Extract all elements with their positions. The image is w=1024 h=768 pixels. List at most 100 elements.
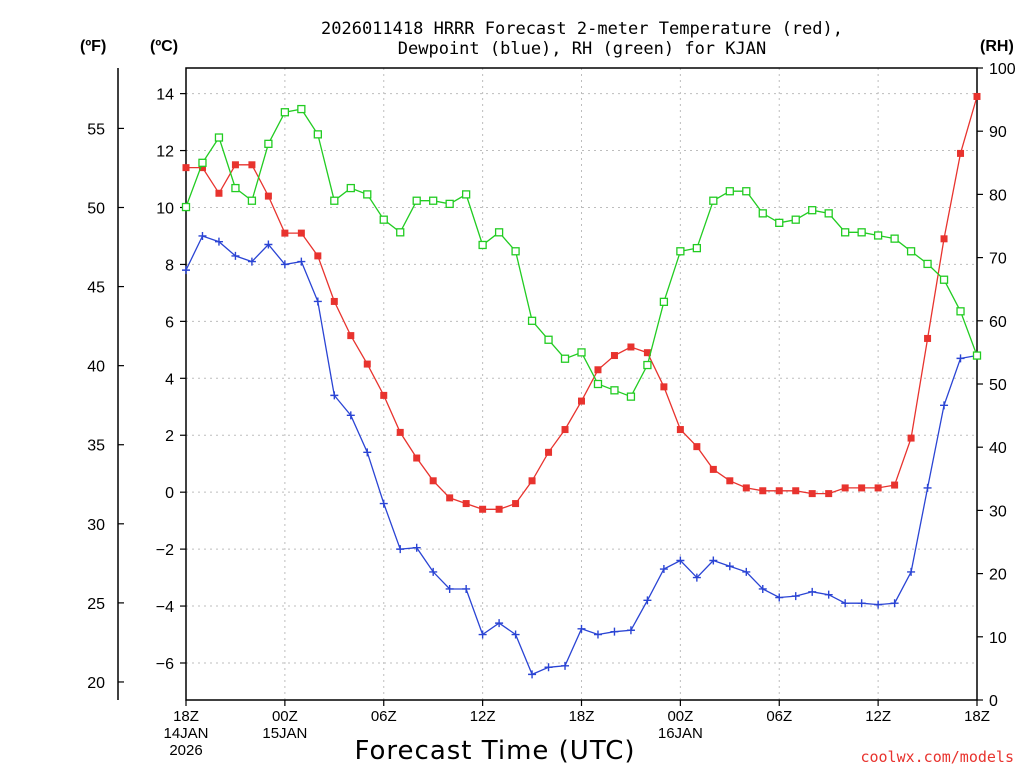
fahrenheit-tick-label: 50 [87, 200, 105, 217]
chart-title-line-2: Dewpoint (blue), RH (green) for KJAN [398, 39, 766, 59]
fahrenheit-tick-label: 25 [87, 596, 105, 613]
data-point [725, 562, 734, 571]
data-point [874, 484, 882, 492]
celsius-tick-label: 10 [156, 200, 174, 217]
data-point [825, 490, 833, 498]
celsius-tick-label: 4 [165, 371, 174, 388]
series-relative-humidity [181, 104, 982, 401]
data-point [841, 599, 850, 608]
celsius-tick-label: 8 [165, 257, 174, 274]
data-point [446, 494, 454, 502]
data-point [396, 228, 405, 237]
fahrenheit-axis: 20 25 30 35 40 45 50 55 [87, 68, 124, 700]
data-point [313, 130, 322, 139]
data-point [808, 587, 817, 596]
data-point [182, 164, 190, 172]
fahrenheit-tick-label: 30 [87, 517, 105, 534]
data-point [742, 484, 750, 492]
rh-tick-label: 50 [989, 377, 1007, 394]
data-point [692, 243, 702, 253]
data-point [907, 567, 916, 576]
data-point [627, 343, 635, 351]
data-point [956, 354, 965, 363]
data-point [692, 573, 701, 582]
rh-tick-label: 20 [989, 567, 1007, 584]
data-point [956, 307, 965, 316]
data-point [857, 599, 866, 608]
time-tick-label: 2026 [169, 742, 202, 759]
rh-tick-label: 10 [989, 630, 1007, 647]
data-point [561, 426, 569, 434]
data-point [858, 484, 866, 492]
rh-tick-label: 60 [989, 314, 1007, 331]
data-point [379, 499, 388, 508]
time-tick-label: 15JAN [262, 725, 307, 742]
data-point [709, 465, 717, 473]
data-point [478, 240, 487, 250]
data-point [808, 206, 817, 215]
data-point [380, 391, 388, 399]
time-tick-label: 06Z [371, 708, 397, 725]
celsius-tick-label: 6 [165, 314, 174, 331]
data-point [676, 426, 684, 434]
data-point [231, 183, 240, 193]
data-point [247, 196, 257, 205]
data-point [808, 490, 816, 498]
data-point [973, 92, 981, 100]
data-point [626, 626, 635, 635]
data-point [346, 411, 355, 420]
data-point [742, 567, 751, 576]
data-point [544, 335, 553, 344]
data-point [923, 483, 932, 492]
data-point [297, 104, 306, 114]
data-point [841, 484, 849, 492]
celsius-tick-label: −6 [156, 656, 174, 673]
data-point [643, 596, 652, 605]
fahrenheit-tick-label: 35 [87, 438, 105, 455]
celsius-tick-label: 12 [156, 144, 174, 161]
data-point [923, 259, 932, 269]
data-point [578, 397, 585, 405]
celsius-tick-label: −2 [156, 542, 174, 559]
rh-tick-label: 40 [989, 440, 1007, 457]
data-point [495, 619, 504, 628]
data-point [330, 196, 339, 205]
data-point [264, 139, 273, 148]
data-point [874, 600, 883, 609]
data-point [709, 556, 718, 565]
rh-axis: 0 10 20 30 40 50 60 70 80 90 100 [977, 61, 1016, 710]
data-point [347, 332, 355, 340]
data-point [198, 231, 207, 240]
data-point [527, 316, 537, 325]
time-tick-label: 00Z [272, 708, 298, 725]
data-point [593, 379, 603, 389]
data-point [231, 161, 239, 169]
rh-tick-label: 0 [989, 693, 998, 710]
fahrenheit-unit-label: (ºF) [80, 38, 106, 55]
data-point [330, 391, 339, 400]
data-point [182, 266, 190, 275]
celsius-unit-label: (ºC) [150, 38, 178, 55]
data-point [792, 487, 800, 495]
data-point [610, 386, 619, 395]
data-point [841, 228, 850, 237]
time-tick-label: 12Z [865, 708, 891, 725]
time-tick-label: 18Z [173, 708, 199, 725]
data-point [445, 199, 454, 209]
data-point [906, 247, 916, 256]
rh-unit-label: (RH) [980, 38, 1014, 55]
data-point [742, 187, 751, 196]
data-point [957, 149, 965, 157]
data-point [775, 218, 784, 227]
data-point [461, 190, 471, 199]
data-point [297, 229, 305, 237]
time-tick-label: 18Z [964, 708, 990, 725]
credit-link[interactable]: coolwx.com/models [860, 748, 1014, 766]
data-point [396, 545, 405, 554]
data-point [775, 593, 784, 602]
data-point [824, 209, 833, 218]
data-point [181, 202, 191, 212]
time-tick-label: 16JAN [658, 725, 703, 742]
data-point [857, 228, 866, 237]
